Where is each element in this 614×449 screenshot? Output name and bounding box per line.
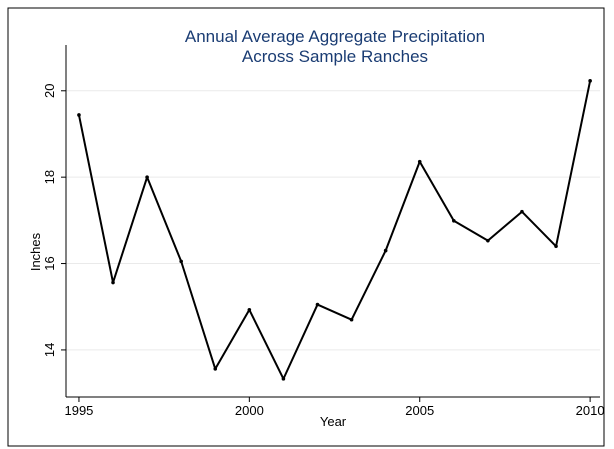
x-axis-label: Year [320, 414, 347, 429]
data-point [179, 259, 183, 264]
data-point [111, 280, 115, 285]
data-point [588, 79, 592, 83]
data-point [554, 244, 558, 249]
data-point [349, 317, 354, 322]
chart-frame [7, 7, 605, 447]
y-tick-label: 16 [42, 256, 57, 270]
x-tick-label: 2010 [576, 403, 605, 418]
x-tick-label: 2000 [235, 403, 264, 418]
data-point [281, 377, 286, 381]
data-point [486, 238, 490, 243]
data-point [213, 367, 218, 371]
y-tick-label: 14 [42, 343, 57, 357]
x-tick-label: 2005 [405, 403, 434, 418]
x-tick-label: 1995 [64, 403, 93, 418]
data-point [145, 175, 149, 179]
data-point [77, 113, 81, 117]
chart-title: Annual Average Aggregate Precipitation [185, 27, 485, 46]
y-tick-label: 20 [42, 84, 57, 98]
data-point [417, 159, 422, 164]
data-point [452, 218, 456, 223]
y-axis-label: Inches [28, 232, 43, 271]
data-point [383, 248, 388, 253]
y-tick-label: 18 [42, 170, 57, 184]
data-line [77, 80, 592, 380]
data-point [520, 209, 524, 214]
data-point [315, 302, 320, 307]
data-point [247, 307, 252, 312]
chart-title: Across Sample Ranches [242, 47, 428, 66]
